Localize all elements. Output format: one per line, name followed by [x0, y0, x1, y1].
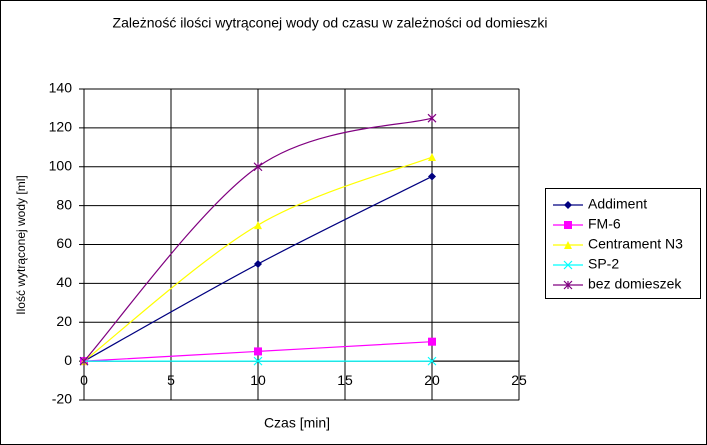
- y-tick-label: 40: [56, 274, 72, 290]
- marker: [428, 153, 436, 162]
- legend-label: FM-6: [588, 216, 621, 232]
- x-axis-label: Czas [min]: [264, 415, 330, 431]
- marker: [254, 347, 262, 356]
- marker: [253, 162, 263, 172]
- marker: [428, 337, 436, 346]
- y-tick-label: 120: [49, 119, 73, 135]
- y-tick-label: -20: [52, 391, 72, 407]
- legend-marker: [564, 201, 572, 209]
- y-tick-label: 80: [56, 196, 72, 212]
- legend-marker: [563, 260, 573, 270]
- legend-label: bez domieszek: [588, 276, 682, 292]
- marker: [79, 356, 89, 366]
- marker: [427, 356, 437, 366]
- chart-title: Zależność ilości wytrąconej wody od czas…: [113, 15, 548, 31]
- marker: [253, 356, 263, 366]
- x-tick-label: 5: [167, 372, 175, 388]
- marker: [254, 259, 262, 268]
- legend-marker: [563, 280, 573, 290]
- y-axis-label: Ilość wytrąconej wody [ml]: [14, 175, 28, 314]
- marker: [428, 172, 436, 181]
- legend-label: SP-2: [588, 256, 619, 272]
- x-tick-label: 25: [511, 372, 527, 388]
- y-tick-label: 100: [49, 157, 73, 173]
- legend-box: [545, 188, 701, 299]
- x-tick-label: 20: [424, 372, 440, 388]
- y-tick-label: 20: [56, 313, 72, 329]
- y-tick-label: 60: [56, 235, 72, 251]
- legend-marker: [564, 221, 572, 229]
- x-tick-label: 10: [250, 372, 266, 388]
- y-tick-label: 140: [49, 80, 73, 96]
- marker: [427, 113, 437, 123]
- marker: [254, 221, 262, 230]
- y-tick-label: 0: [64, 352, 72, 368]
- series-line: [83, 117, 433, 362]
- legend-label: Centrament N3: [588, 236, 683, 252]
- legend-label: Addiment: [588, 196, 647, 212]
- legend-marker: [564, 241, 572, 249]
- x-tick-label: 15: [337, 372, 353, 388]
